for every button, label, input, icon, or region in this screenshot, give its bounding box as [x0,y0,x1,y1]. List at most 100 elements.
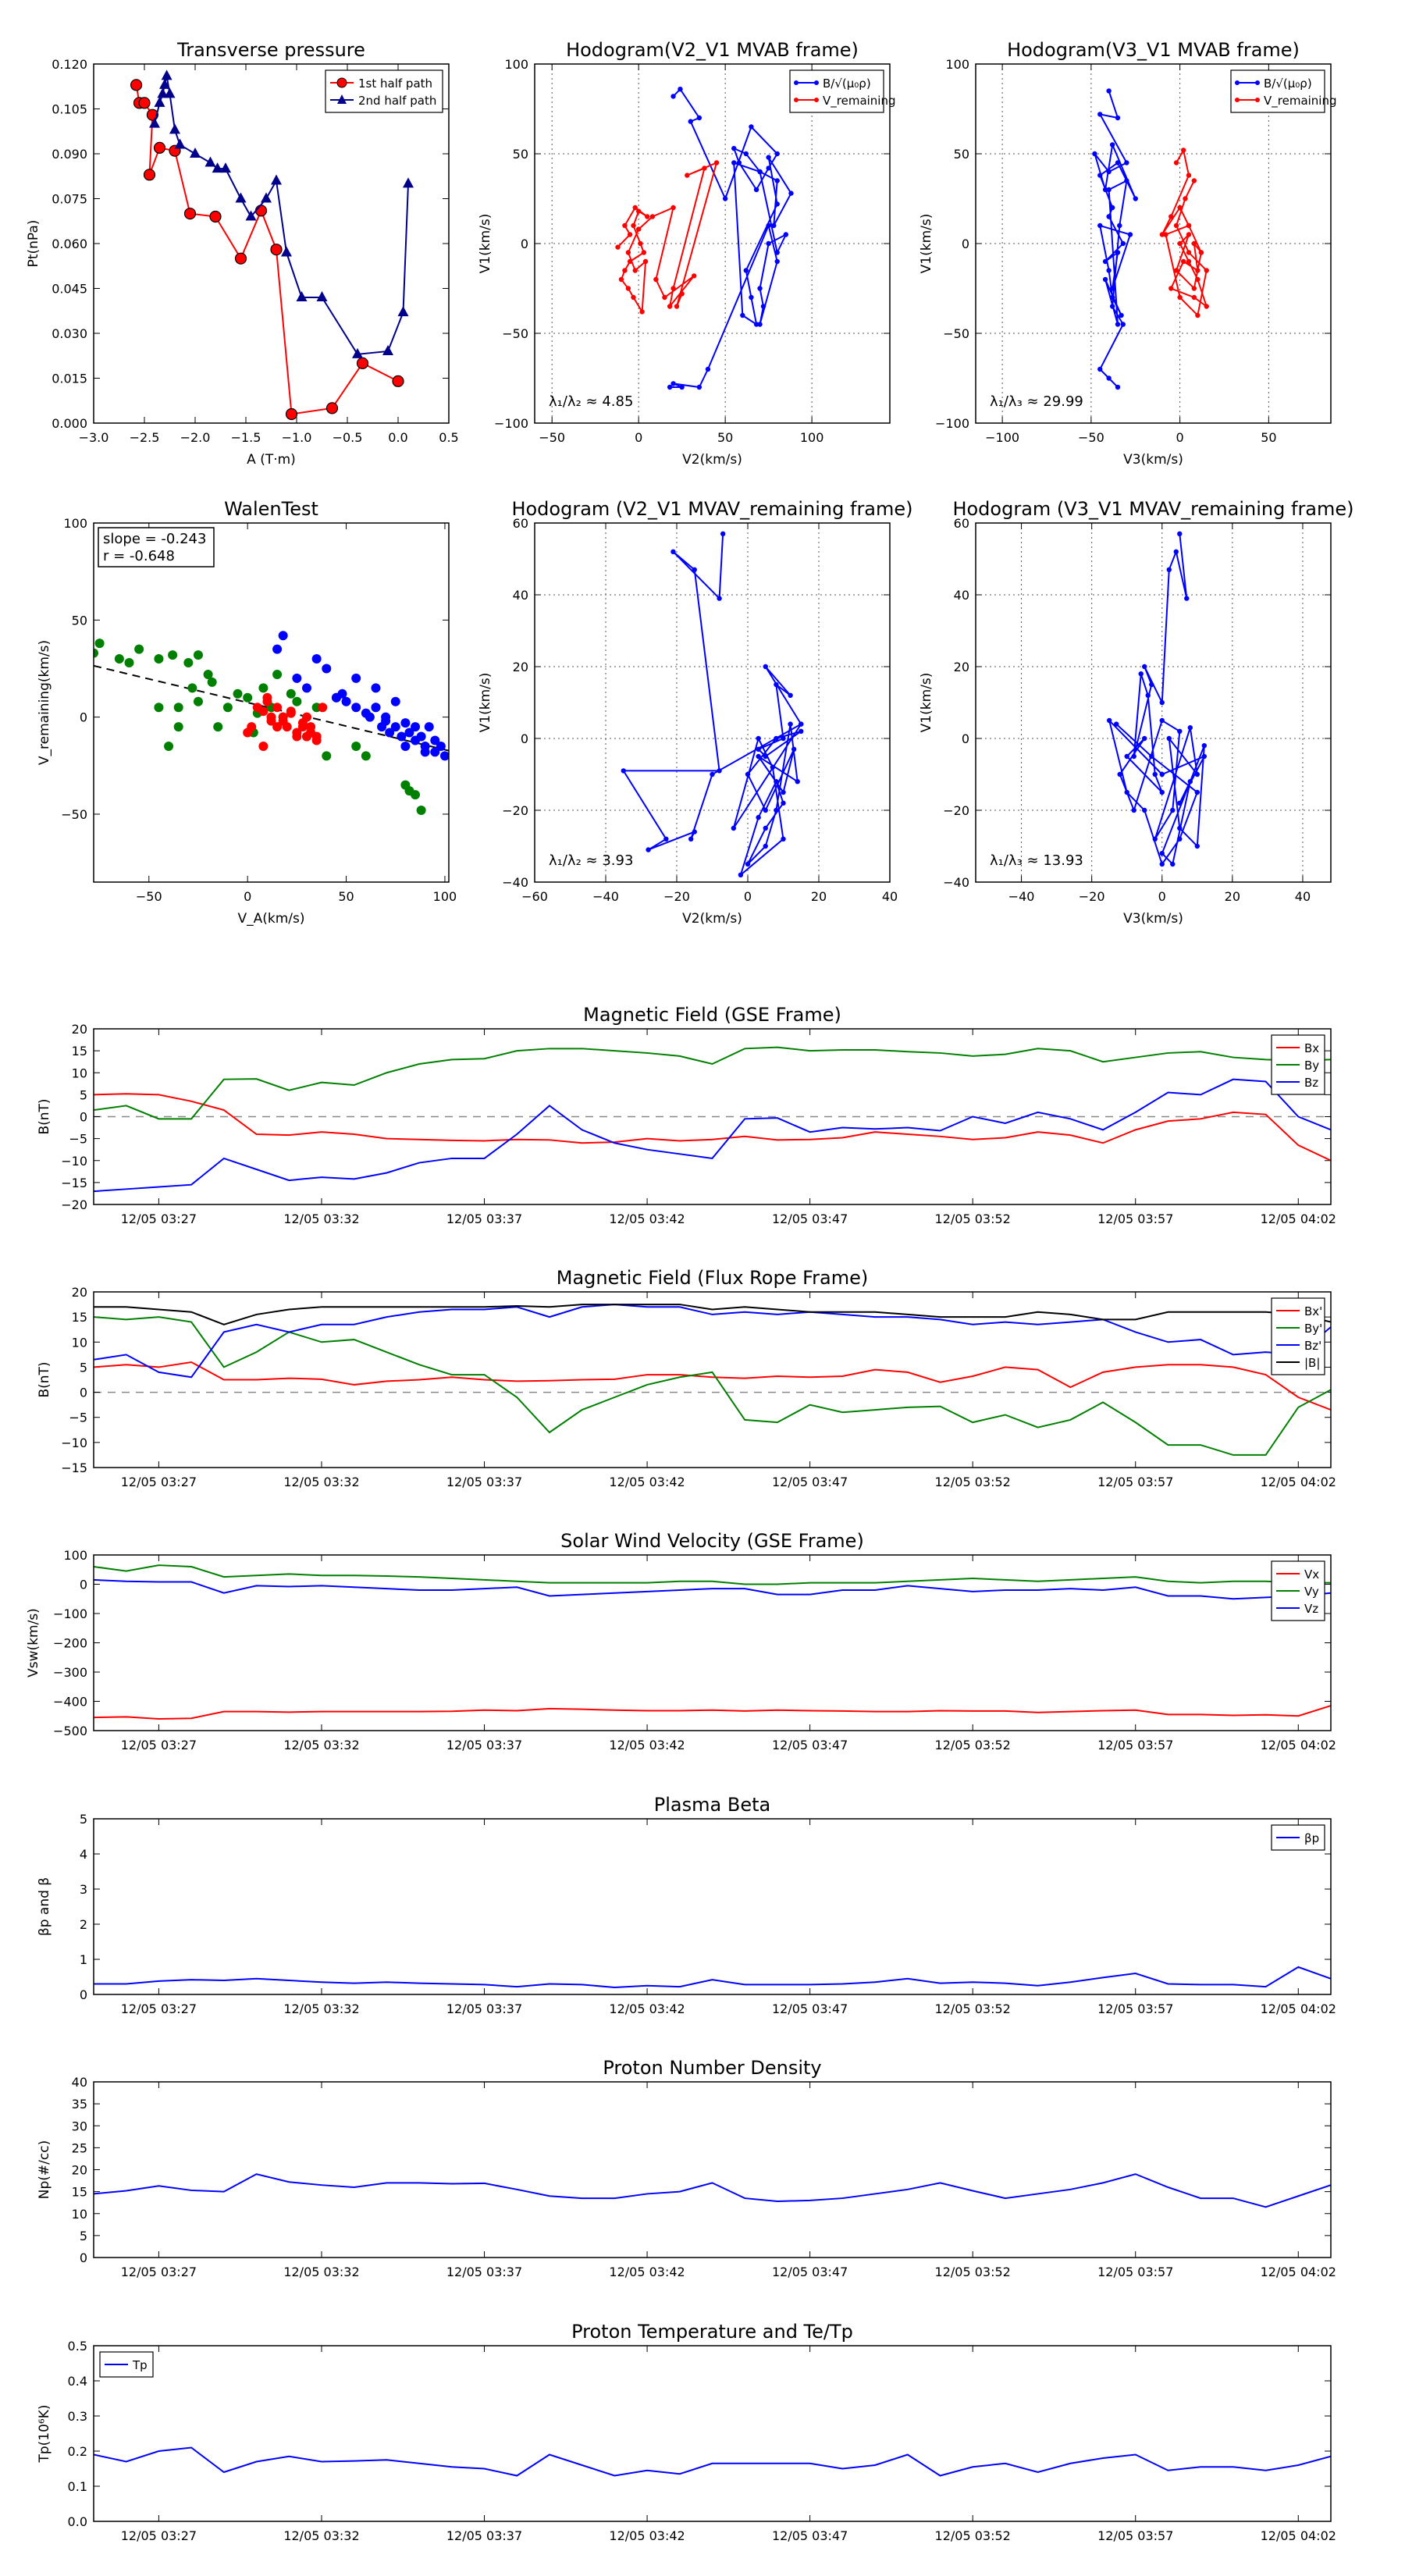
legend-marker [1255,80,1260,85]
data-point [1115,322,1121,327]
data-point [774,201,780,207]
y-tick-label: 0 [80,1987,87,2002]
chart-title: Magnetic Field (Flux Rope Frame) [557,1267,868,1289]
data-point [318,703,328,713]
data-point [1092,151,1097,157]
x-tick-label: 12/05 03:37 [446,1475,522,1489]
legend-label: Vz [1304,1602,1318,1616]
data-point [169,123,180,134]
data-point [424,722,434,732]
x-tick-label: 12/05 03:47 [772,2001,848,2016]
data-point [436,741,446,751]
x-tick-label: 12/05 04:02 [1261,2265,1336,2279]
chart-title: Hodogram(V2_V1 MVAB frame) [566,39,859,61]
legend-marker [1255,98,1260,102]
data-point [278,631,288,641]
legend-marker [1235,80,1240,85]
data-point [1138,671,1144,677]
data-point [1106,268,1112,273]
data-point [337,688,347,699]
data-point [763,843,768,849]
x-axis-label: V2(km/s) [682,452,742,468]
legend-marker [794,80,799,85]
chart-np: Proton Number Density 12/05 03:27 12/05 03… [37,2057,1336,2279]
legend-label: 1st half path [358,76,432,91]
data-point [371,703,381,713]
x-tick-label: 12/05 03:37 [446,1738,522,1752]
data-point [1159,789,1165,795]
data-point [1194,771,1200,777]
data-point [397,731,407,742]
data-point [1159,851,1165,856]
x-tick-label: 12/05 03:32 [283,2265,359,2279]
annotation: λ₁/λ₃ ≈ 29.99 [990,393,1083,410]
y-axis-label: V1(km/s) [919,214,934,274]
x-tick-label: 12/05 03:32 [283,2001,359,2016]
data-point [282,722,292,732]
data-point [731,145,737,151]
data-point [190,148,201,158]
data-point [278,712,288,722]
y-tick-label: 0 [962,237,969,251]
y-tick-label: 30 [72,2119,87,2133]
data-point [788,721,793,727]
y-tick-label: 20 [954,660,969,674]
y-tick-label: −40 [943,875,969,890]
x-tick-label: 0 [244,889,251,904]
data-point [679,384,685,390]
chart-h1: Hodogram(V2_V1 MVAB frame)−50 0 50 100−100−… [478,39,896,468]
data-point [649,214,656,219]
chart-mag_gse: Magnetic Field (GSE Frame) 12/05 03:27 12/… [37,1004,1336,1226]
data-point [146,109,158,121]
axes-frame [93,1818,1332,1995]
data-point [763,825,768,831]
data-point [385,728,395,738]
legend: Tp [99,2351,154,2378]
y-tick-label: 0 [80,1386,87,1400]
data-point [254,205,268,217]
y-axis-label: V1(km/s) [478,673,493,733]
y-tick-label: 5 [80,1812,87,1827]
data-point [670,549,676,554]
x-axis-label: V_A(km/s) [237,911,304,927]
data-point [1097,366,1103,372]
data-point [302,683,311,693]
data-point [1191,178,1197,183]
data-point [753,322,759,327]
data-point [356,357,369,369]
series-line [1161,148,1208,318]
data-point [361,751,371,761]
data-point [235,192,247,203]
y-tick-label: 0.120 [52,57,87,72]
data-point [722,196,728,201]
data-point [781,836,786,842]
axes-frame [93,522,450,883]
data-point [1124,178,1129,183]
data-point [791,746,797,752]
data-point [390,696,400,706]
data-point [774,681,779,688]
y-tick-label: −20 [502,803,528,818]
data-point [1102,187,1108,193]
x-tick-label: 50 [1261,430,1276,445]
data-point [1195,312,1200,318]
y-tick-label: −300 [53,1665,87,1680]
data-point [1120,322,1126,327]
data-point [1115,160,1121,165]
data-point [631,294,636,301]
axes-frame [93,2345,1332,2522]
data-point [720,531,726,536]
data-point [757,322,763,327]
data-point [173,722,183,732]
data-point [164,741,174,751]
data-point [743,268,749,273]
data-point [1149,753,1154,760]
y-tick-label: 0.045 [52,282,87,297]
data-point [1133,196,1138,201]
data-point [740,312,745,318]
data-point [1173,549,1179,554]
data-point [670,286,676,291]
series-line [94,2173,1331,2208]
data-point [688,119,693,124]
data-point [705,366,711,372]
